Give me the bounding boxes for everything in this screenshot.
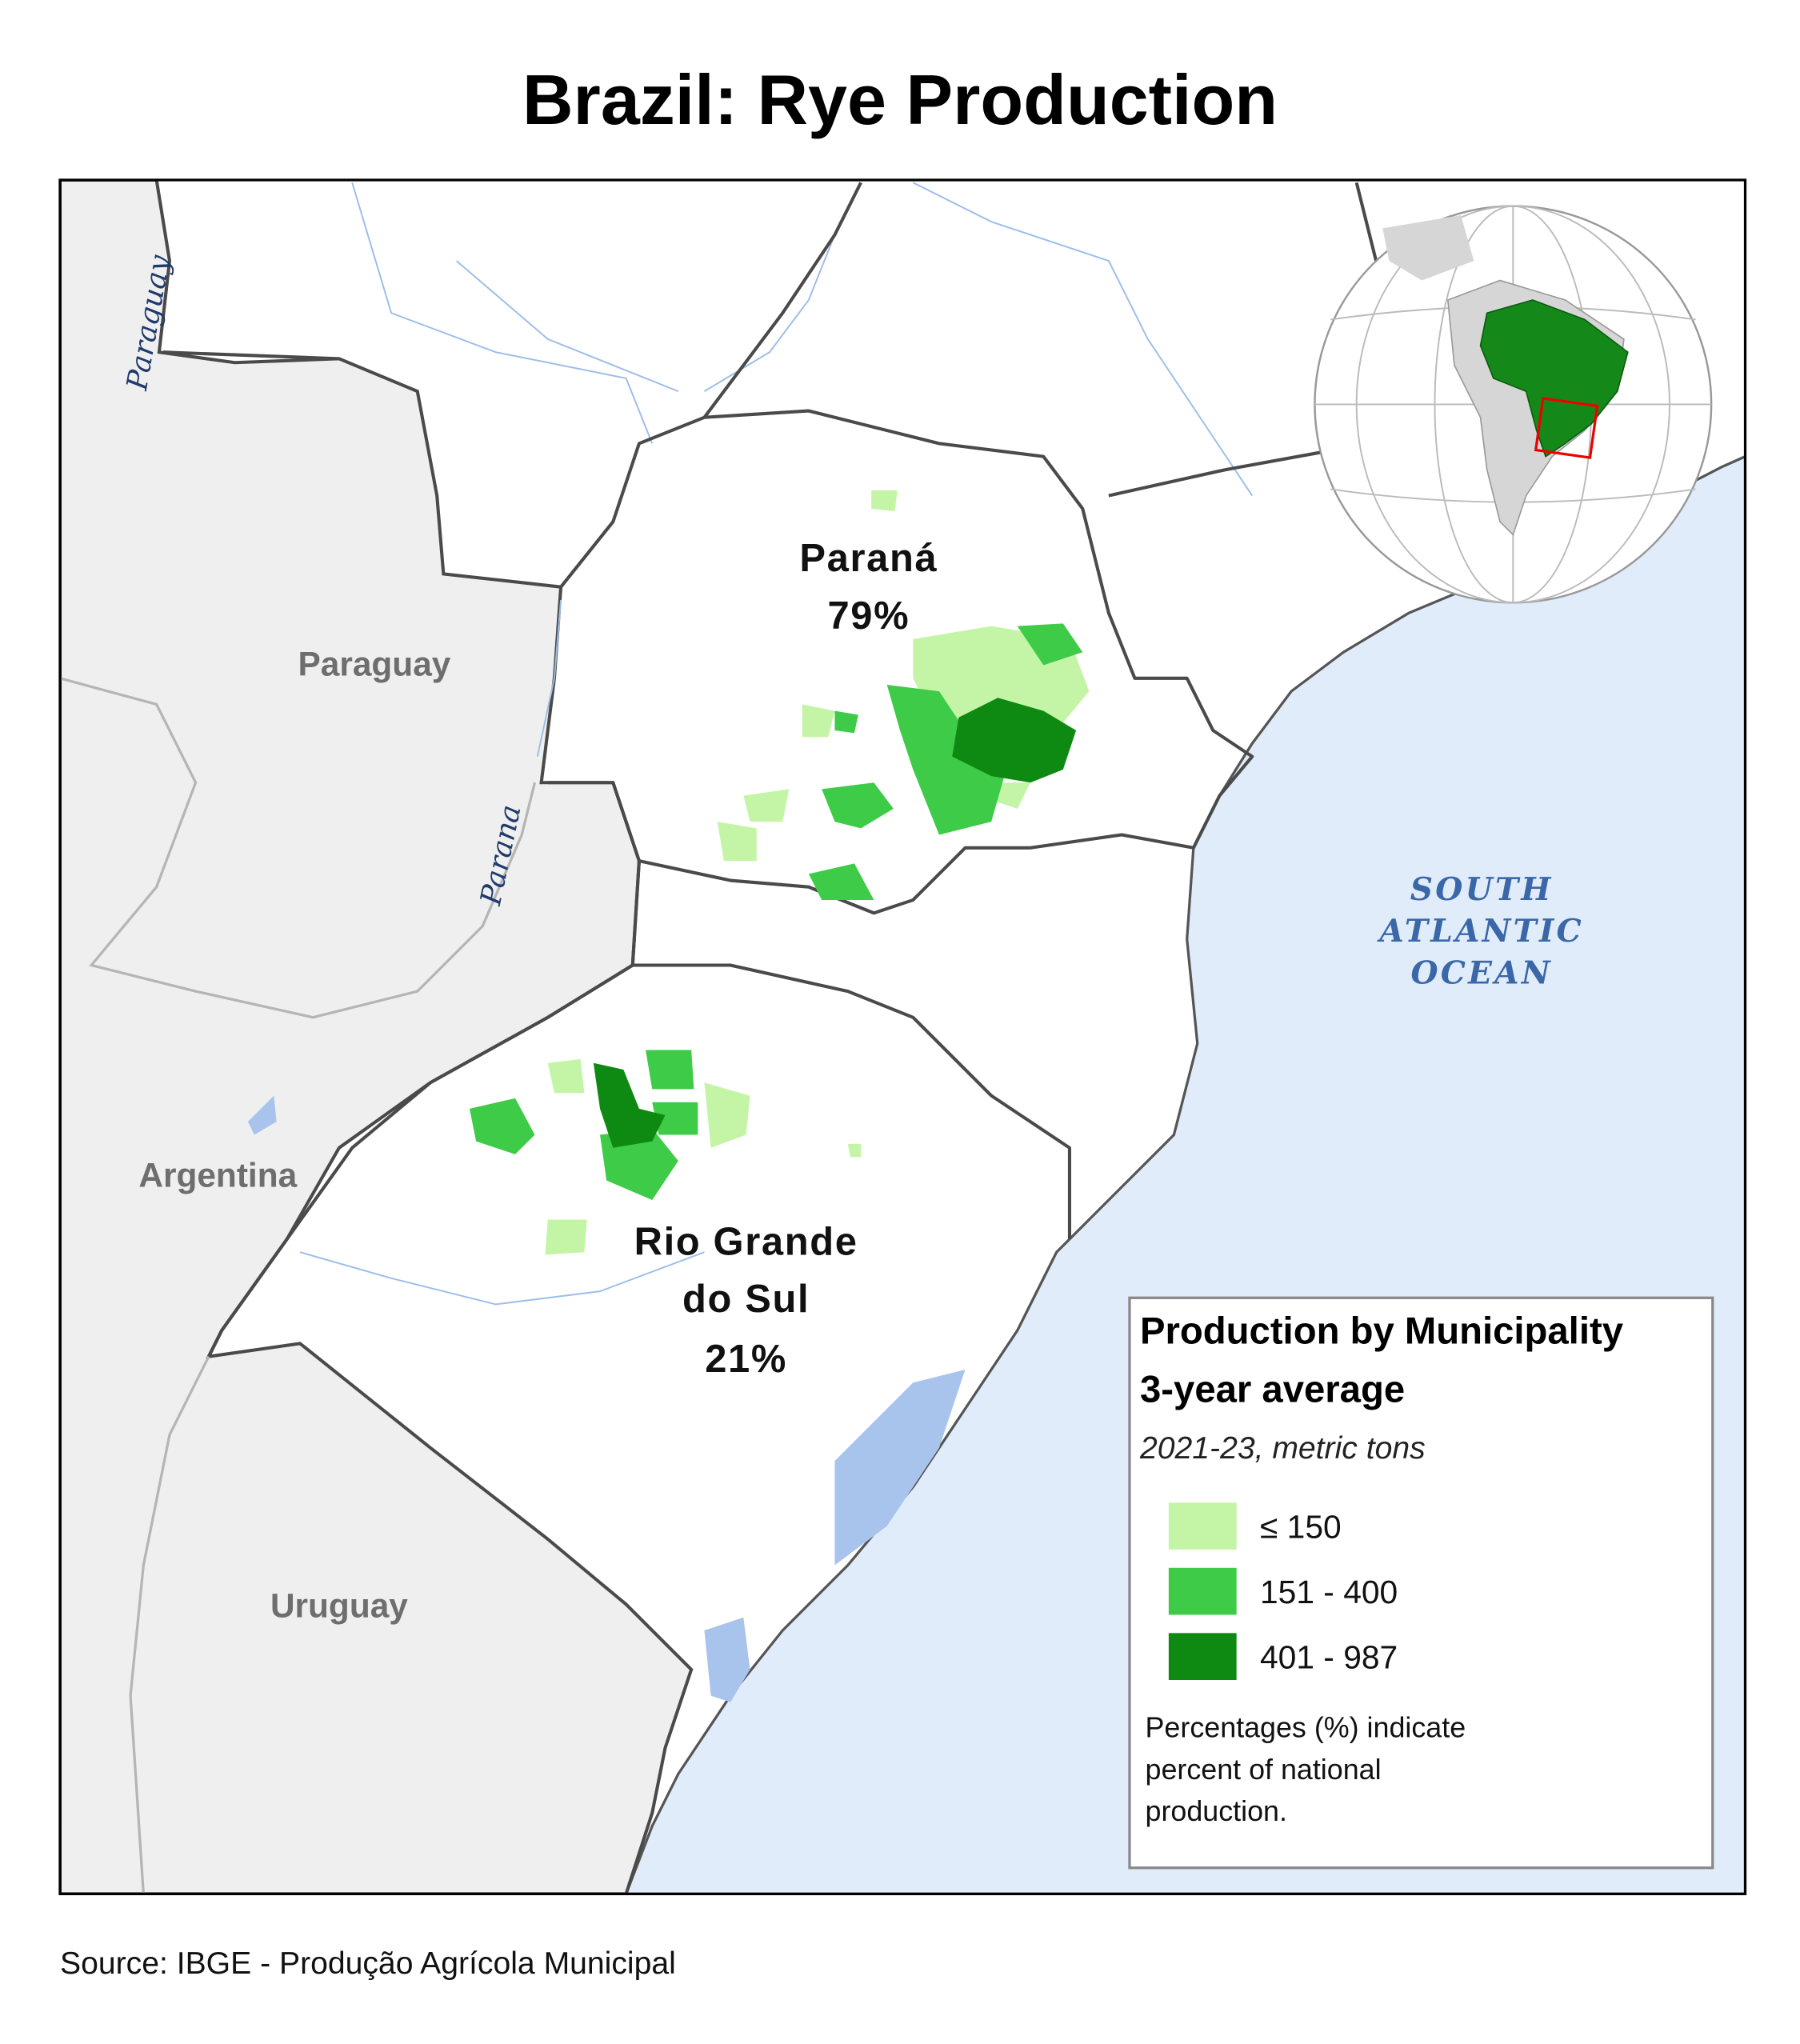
municipality [802,704,835,738]
legend-note: Percentages (%) indicate [1146,1712,1466,1744]
legend-subtitle: 2021-23, metric tons [1139,1431,1426,1466]
river [299,1251,705,1306]
globe-inset [1314,205,1713,604]
legend-title: 3-year average [1140,1369,1405,1411]
municipality [704,1082,750,1148]
country-border [60,677,537,1019]
municipality [991,782,1031,809]
legend-note: percent of national [1146,1754,1382,1786]
extent-box [1534,397,1599,459]
ocean-label-line: ATLANTIC [1376,913,1584,950]
municipality [743,789,790,822]
municipalities [469,490,1090,1255]
municipality [469,1098,535,1154]
state-border-santa-catarina [630,860,1071,1239]
municipality [652,1102,698,1135]
river [351,182,654,444]
state-border-parana [547,409,1254,915]
municipality [717,822,757,862]
municipality [646,1050,694,1090]
municipality [822,782,894,829]
ocean-label-line: SOUTH [1410,871,1554,908]
legend-note: production. [1146,1795,1287,1827]
country-label: Argentina [138,1157,297,1194]
legend-label: 151 - 400 [1260,1574,1398,1610]
lake [834,1369,966,1566]
municipality [952,698,1077,783]
ocean-label-line: OCEAN [1410,954,1552,991]
legend-items: ≤ 150 151 - 400 401 - 987 [1168,1502,1398,1680]
legend-swatch [1168,1567,1237,1615]
legend-swatch [1168,1633,1237,1680]
continent [1382,215,1474,281]
municipality [886,684,1005,835]
ocean-label: SOUTH ATLANTIC OCEAN [1376,871,1584,991]
lake [704,1617,750,1702]
municipality [808,863,874,900]
state-label: do Sul [682,1278,810,1321]
brazil [1479,299,1629,458]
municipality [1017,623,1083,666]
river [456,260,679,393]
title: Brazil: Rye Production [522,60,1278,139]
country-label: Paraguay [298,646,451,683]
state-share: 79% [827,594,910,638]
legend-swatch [1168,1502,1237,1550]
lake [247,1095,277,1135]
source: Source: IBGE - Produção Agrícola Municip… [60,1946,676,1981]
state-label: Paraná [799,537,938,580]
municipality [847,1143,862,1158]
country-label: Uruguay [270,1587,408,1625]
state-border [162,182,1410,498]
municipality [834,710,858,734]
legend-title: Production by Municipality [1140,1310,1624,1352]
legend-label: 401 - 987 [1260,1638,1398,1675]
river [912,182,1254,497]
municipality [547,1058,585,1094]
legend: Production by Municipality 3-year averag… [1128,1296,1714,1870]
municipality [545,1219,587,1255]
state-border-rgs [207,963,634,1358]
country-border [129,1355,210,1894]
frame-border [58,178,1747,1896]
municipality [871,490,898,512]
legend-label: ≤ 150 [1260,1508,1342,1545]
state-label: Rio Grande [634,1220,858,1263]
municipality [593,1062,666,1148]
state-share: 21% [705,1338,787,1381]
